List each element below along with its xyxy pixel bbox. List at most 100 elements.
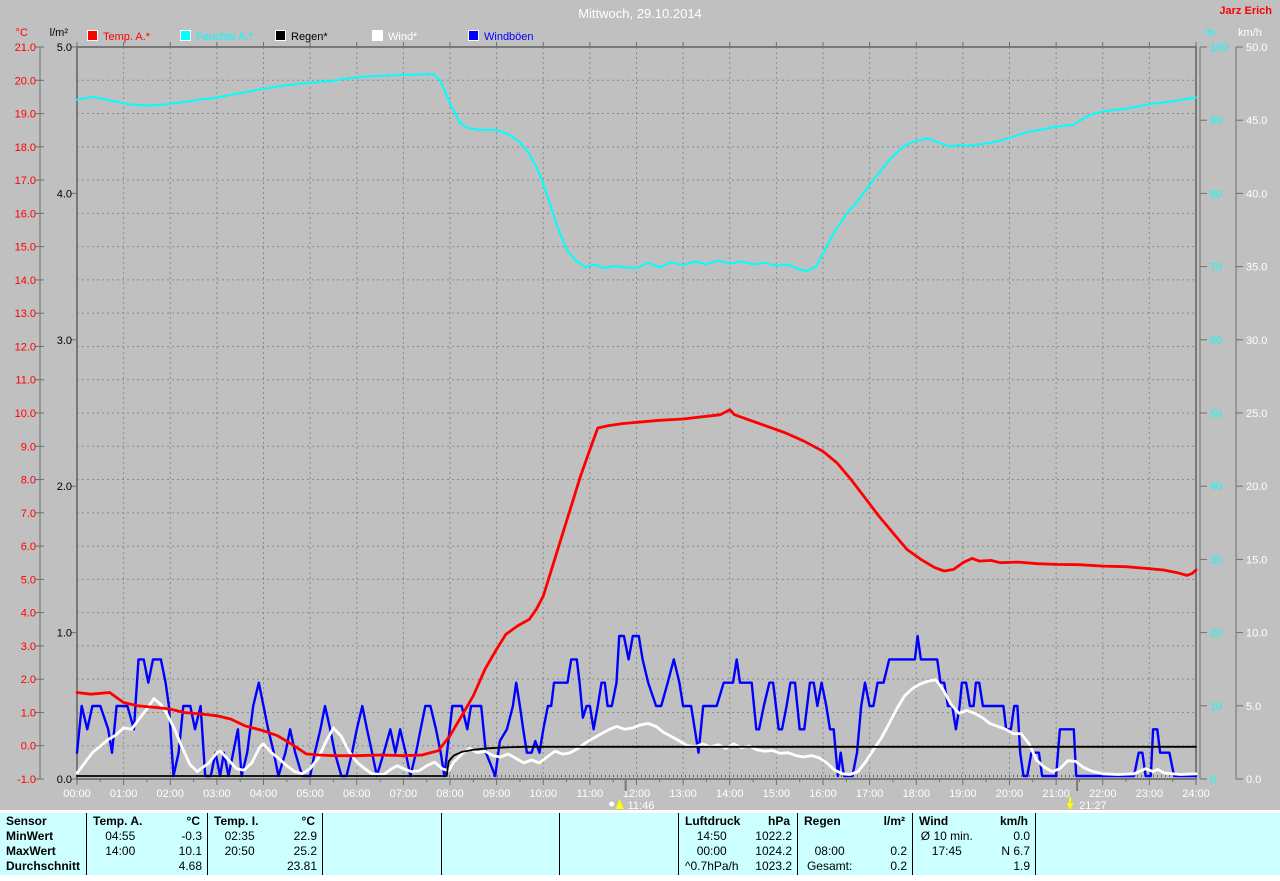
table-cell: 0.2 — [890, 859, 907, 873]
table-cell — [87, 859, 154, 874]
legend-swatch-icon — [372, 30, 383, 41]
temp-tick-label: 1.0 — [21, 707, 36, 719]
series-line-regen — [76, 745, 1197, 777]
table-cell — [323, 844, 388, 859]
table-cell: 1.9 — [1013, 859, 1030, 873]
rain-tick-label: 1.0 — [57, 628, 72, 640]
temp-tick-label: 4.0 — [21, 608, 36, 620]
unit-celsius-label: °C — [15, 27, 28, 39]
wind-tick-label: 35.0 — [1246, 262, 1267, 274]
rain-tick-label: 4.0 — [57, 188, 72, 200]
table-cell: 20:50 — [224, 844, 255, 858]
table-cell — [913, 859, 981, 874]
table-cell — [208, 859, 271, 874]
x-tick-label: 00:00 — [63, 788, 91, 800]
table-row-label: MaxWert — [6, 844, 56, 858]
humidity-tick-label: 60 — [1210, 335, 1222, 347]
series-line-wind — [75, 678, 1198, 776]
temp-tick-label: 7.0 — [21, 508, 36, 520]
table-cell — [323, 829, 388, 844]
legend-label: Windböen — [484, 31, 534, 43]
x-tick-label: 19:00 — [949, 788, 977, 800]
sunset-icon — [1069, 797, 1072, 804]
humidity-tick-label: 70 — [1210, 262, 1222, 274]
wind-tick-label: 25.0 — [1246, 408, 1267, 420]
temp-tick-label: 16.0 — [15, 208, 36, 220]
wind-tick-label: 30.0 — [1246, 335, 1267, 347]
legend-swatch-icon — [180, 30, 191, 41]
x-tick-label: 21:00 — [1042, 788, 1070, 800]
temp-tick-label: -1.0 — [17, 774, 36, 786]
x-tick-label: 14:00 — [716, 788, 744, 800]
temp-tick-label: 12.0 — [15, 341, 36, 353]
x-tick-label: 04:00 — [250, 788, 278, 800]
table-cell: l/m² — [883, 814, 905, 828]
humidity-tick-label: 100 — [1210, 42, 1228, 54]
bottom-strip — [0, 875, 1280, 881]
table-cell: Temp. I. — [214, 814, 259, 828]
x-tick-label: 18:00 — [902, 788, 930, 800]
table-row-label: MinWert — [6, 829, 54, 843]
x-tick-label: 24:00 — [1182, 788, 1210, 800]
temp-tick-label: 11.0 — [15, 375, 36, 387]
x-tick-label: 10:00 — [529, 788, 557, 800]
table-cell: 4.68 — [178, 859, 202, 873]
x-tick-label: 16:00 — [809, 788, 837, 800]
x-tick-label: 05:00 — [296, 788, 324, 800]
temp-tick-label: 2.0 — [21, 674, 36, 686]
humidity-tick-label: 80 — [1210, 188, 1222, 200]
table-cell: 14:00 — [105, 844, 136, 858]
temp-tick-label: 0.0 — [21, 741, 36, 753]
table-cell — [560, 844, 625, 859]
table-cell: 1024.2 — [755, 844, 792, 858]
humidity-tick-label: 40 — [1210, 481, 1222, 493]
table-column — [559, 813, 679, 875]
temp-tick-label: 14.0 — [15, 275, 36, 287]
wind-tick-label: 40.0 — [1246, 188, 1267, 200]
temp-tick-label: 17.0 — [15, 175, 36, 187]
table-column: Temp. A. °C 04:55 -0.3 14:00 10.1 4.68 — [86, 813, 208, 875]
table-cell — [560, 859, 625, 874]
rain-tick-label: 3.0 — [57, 335, 72, 347]
x-tick-label: 20:00 — [996, 788, 1024, 800]
unit-humidity-label: % — [1205, 27, 1215, 39]
table-cell: Gesamt: — [806, 859, 853, 873]
table-column: Wind km/h Ø 10 min. 0.0 17:45 N 6.7 1.9 — [912, 813, 1036, 875]
table-cell: 17:45 — [931, 844, 962, 858]
legend-swatch-icon — [275, 30, 286, 41]
annotation-label: 21:27 — [1079, 800, 1107, 812]
table-cell: Luftdruck — [685, 814, 741, 828]
legend-swatch-icon — [87, 30, 98, 41]
table-cell: °C — [301, 814, 315, 828]
table-cell: 1022.2 — [755, 829, 792, 843]
legend-label: Temp. A.* — [103, 31, 151, 43]
table-cell: 0.2 — [890, 844, 907, 858]
humidity-tick-label: 90 — [1210, 115, 1222, 127]
temp-tick-label: 10.0 — [15, 408, 36, 420]
table-separator — [0, 810, 1280, 813]
temp-tick-label: 3.0 — [21, 641, 36, 653]
table-cell — [1036, 844, 1171, 859]
table-cell: km/h — [999, 814, 1028, 828]
wind-tick-label: 10.0 — [1246, 628, 1267, 640]
legend-label: Wind* — [388, 31, 418, 43]
table-cell — [798, 829, 861, 844]
table-row-label: Durchschnitt — [6, 859, 81, 873]
temp-tick-label: 15.0 — [15, 242, 36, 254]
x-tick-label: 03:00 — [203, 788, 231, 800]
table-cell: Ø 10 min. — [920, 829, 973, 843]
table-cell — [442, 844, 507, 859]
table-row-label: Sensor — [6, 814, 47, 828]
x-tick-label: 01:00 — [110, 788, 138, 800]
table-cell: hPa — [767, 814, 790, 828]
table-cell: -0.3 — [181, 829, 202, 843]
wind-tick-label: 15.0 — [1246, 554, 1267, 566]
table-column: Regen l/m² 08:00 0.2 Gesamt: 0.2 — [797, 813, 913, 875]
rain-tick-label: 2.0 — [57, 481, 72, 493]
legend-label: Feuchte A.* — [196, 31, 253, 43]
table-column — [322, 813, 442, 875]
x-tick-label: 23:00 — [1136, 788, 1164, 800]
temp-tick-label: 19.0 — [15, 109, 36, 121]
